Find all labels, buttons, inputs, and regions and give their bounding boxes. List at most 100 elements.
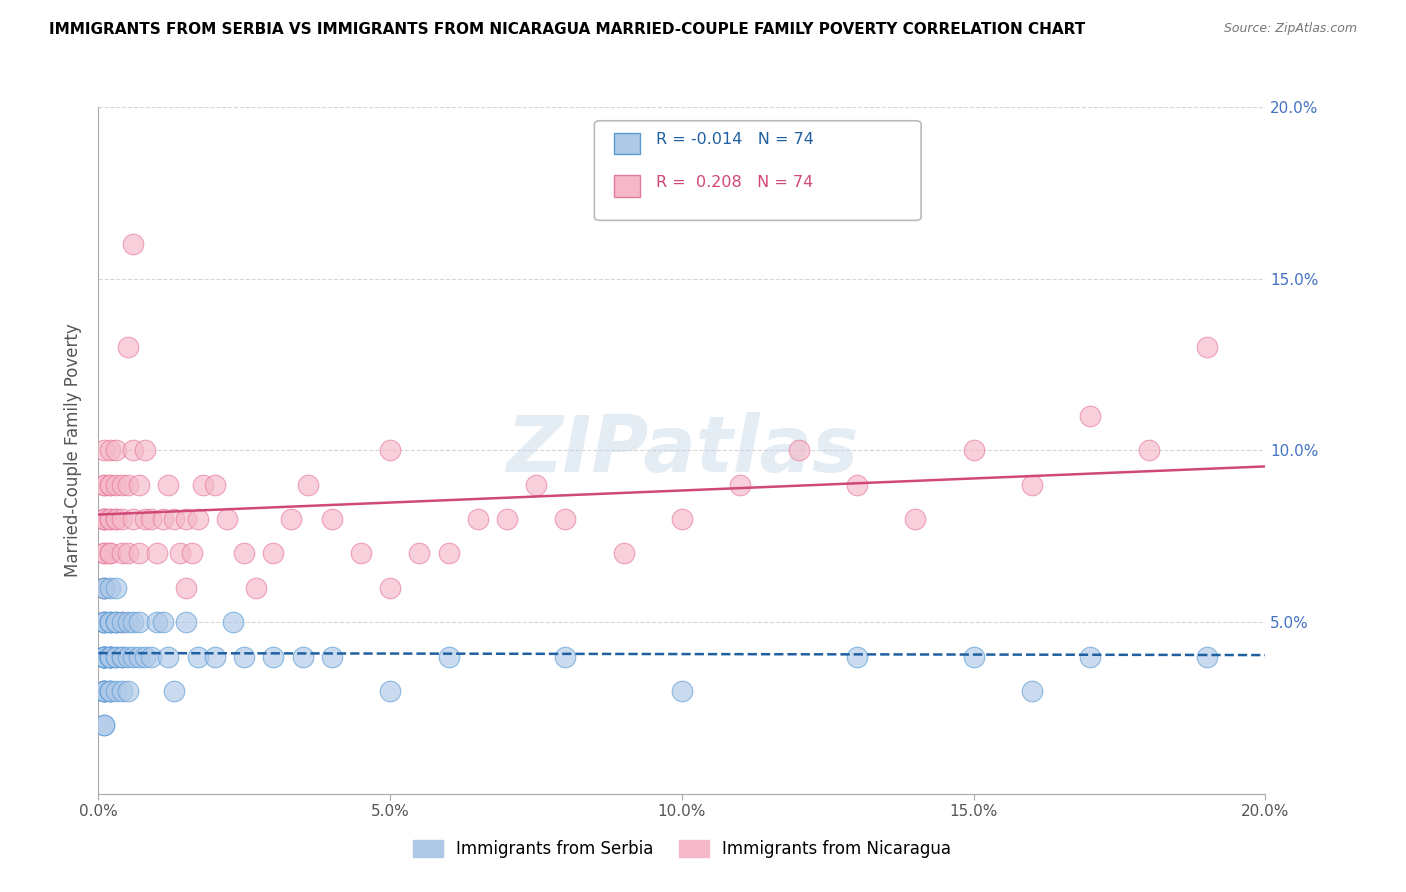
Point [1021, 683, 1043, 698]
Point [280, 512, 302, 526]
Point [93, 683, 115, 698]
Point [612, 546, 634, 561]
Point [128, 615, 150, 630]
Point [104, 615, 127, 630]
Point [111, 649, 134, 664]
Point [104, 478, 127, 492]
FancyBboxPatch shape [614, 133, 640, 154]
Point [98, 478, 121, 492]
Point [93, 512, 115, 526]
Point [262, 546, 284, 561]
Point [98, 649, 121, 664]
Point [134, 443, 156, 458]
Point [93, 512, 115, 526]
Point [93, 649, 115, 664]
Point [134, 649, 156, 664]
Point [104, 512, 127, 526]
Point [111, 683, 134, 698]
Legend: Immigrants from Serbia, Immigrants from Nicaragua: Immigrants from Serbia, Immigrants from … [406, 833, 957, 864]
Point [93, 478, 115, 492]
Point [93, 546, 115, 561]
Point [128, 649, 150, 664]
Point [187, 512, 209, 526]
Point [98, 546, 121, 561]
Point [93, 683, 115, 698]
Point [134, 512, 156, 526]
Point [233, 649, 256, 664]
Point [378, 581, 402, 595]
Point [174, 512, 197, 526]
Point [378, 683, 402, 698]
Point [104, 581, 127, 595]
Point [904, 512, 927, 526]
Point [157, 649, 180, 664]
Point [93, 649, 115, 664]
Point [98, 683, 121, 698]
FancyBboxPatch shape [614, 176, 640, 196]
Point [128, 478, 150, 492]
Point [671, 683, 693, 698]
Point [117, 615, 139, 630]
Point [111, 546, 134, 561]
Point [233, 546, 256, 561]
Point [163, 683, 186, 698]
Point [104, 649, 127, 664]
Point [93, 478, 115, 492]
Point [93, 649, 115, 664]
Point [962, 649, 984, 664]
Point [408, 546, 430, 561]
Point [104, 615, 127, 630]
Point [93, 683, 115, 698]
Point [98, 615, 121, 630]
Point [350, 546, 373, 561]
Point [111, 649, 134, 664]
Point [1080, 649, 1102, 664]
Point [98, 649, 121, 664]
Point [93, 615, 115, 630]
Point [98, 683, 121, 698]
Point [93, 683, 115, 698]
Point [193, 478, 215, 492]
Point [122, 649, 145, 664]
Point [93, 649, 115, 664]
Text: R =  0.208   N = 74: R = 0.208 N = 74 [657, 175, 814, 190]
Point [728, 478, 751, 492]
Point [321, 512, 343, 526]
Point [98, 546, 121, 561]
Point [93, 718, 115, 732]
Point [93, 512, 115, 526]
Point [117, 546, 139, 561]
FancyBboxPatch shape [595, 120, 921, 220]
Point [93, 649, 115, 664]
Point [93, 649, 115, 664]
Point [297, 478, 319, 492]
Point [98, 512, 121, 526]
Point [1080, 409, 1102, 423]
Point [111, 478, 134, 492]
Point [93, 683, 115, 698]
Point [98, 649, 121, 664]
Point [98, 615, 121, 630]
Point [187, 649, 209, 664]
Point [93, 649, 115, 664]
Point [1021, 478, 1043, 492]
Point [98, 512, 121, 526]
Point [104, 443, 127, 458]
Point [117, 340, 139, 354]
Point [98, 581, 121, 595]
Point [93, 581, 115, 595]
Point [146, 546, 169, 561]
Point [139, 649, 162, 664]
Point [524, 478, 547, 492]
Point [378, 443, 402, 458]
Point [1195, 340, 1218, 354]
Point [93, 581, 115, 595]
Point [98, 615, 121, 630]
Point [93, 615, 115, 630]
Point [111, 615, 134, 630]
Point [174, 581, 197, 595]
Point [437, 546, 460, 561]
Point [1137, 443, 1160, 458]
Point [157, 478, 180, 492]
Point [437, 649, 460, 664]
